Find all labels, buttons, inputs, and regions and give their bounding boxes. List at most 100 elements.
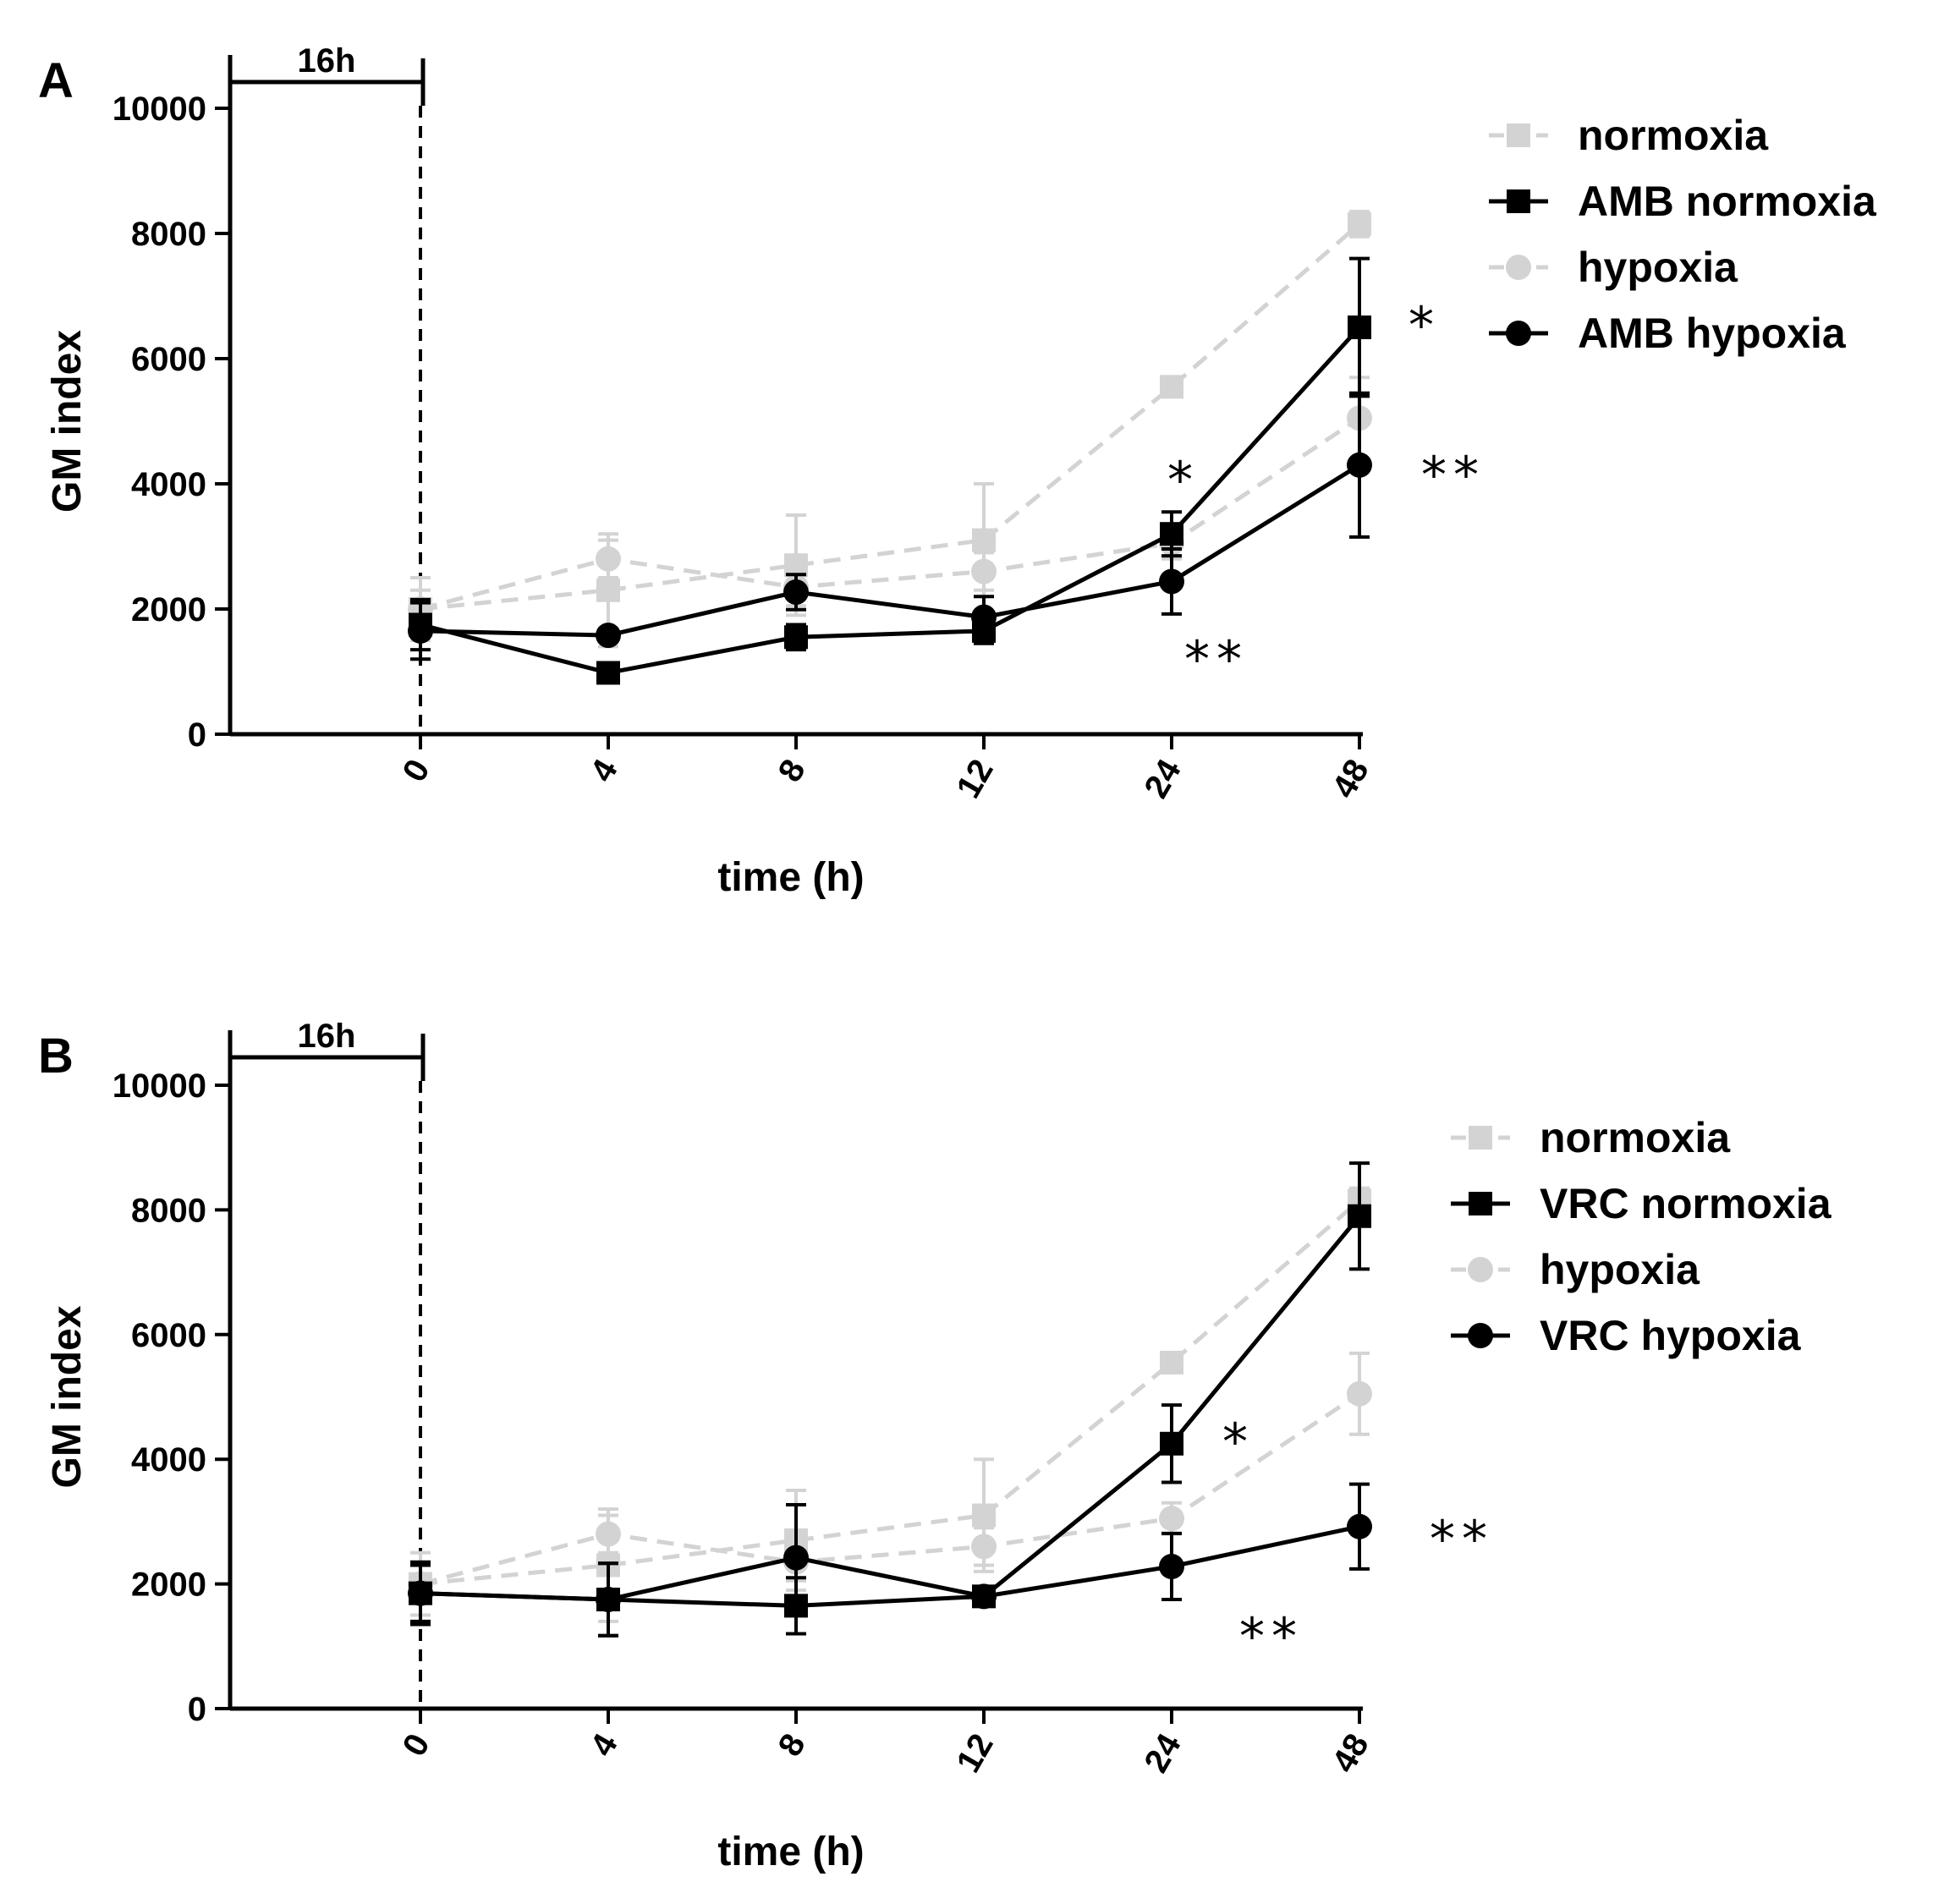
data-point-square: [1348, 316, 1371, 339]
x-tick-label: 4: [584, 1727, 626, 1763]
y-tick-label: 8000: [131, 1192, 206, 1229]
panel-label: B: [38, 1029, 74, 1084]
x-tick-label: 24: [1137, 753, 1189, 804]
series-line: [420, 463, 1361, 638]
legend-label: VRC hypoxia: [1540, 1312, 1802, 1359]
y-axis-title: GM index: [45, 330, 90, 513]
data-point-circle: [971, 604, 997, 630]
significance-marker: **: [1184, 630, 1249, 689]
legend-label: AMB normoxia: [1578, 178, 1877, 225]
significance-marker: **: [1239, 1607, 1304, 1666]
series-amb-normoxia: [409, 256, 1371, 685]
significance-marker: *: [1167, 451, 1200, 510]
series-hypoxia: [408, 1351, 1372, 1605]
data-point-square: [1348, 1204, 1371, 1228]
data-point-circle: [408, 1580, 433, 1606]
data-point-circle: [783, 579, 809, 606]
y-tick-label: 2000: [131, 591, 206, 628]
data-point-circle: [1159, 1553, 1184, 1579]
data-point-circle: [1347, 1513, 1372, 1539]
legend-label: VRC normoxia: [1540, 1180, 1832, 1227]
significance-marker: *: [1409, 296, 1441, 355]
y-tick-label: 4000: [131, 1441, 206, 1479]
x-axis-title: time (h): [717, 1830, 864, 1874]
series-line: [420, 416, 1361, 612]
series-vrc-normoxia: [409, 1161, 1371, 1638]
legend: normoxia AMB normoxia hypoxia AMB hypoxia: [1489, 112, 1877, 357]
data-point-circle: [1159, 568, 1184, 595]
bracket-label: 16h: [298, 42, 356, 80]
y-tick-label: 0: [188, 1691, 206, 1728]
x-tick-label: 0: [396, 754, 437, 788]
x-axis-title: time (h): [717, 855, 864, 900]
legend-marker-circle: [1506, 321, 1531, 346]
data-point-square: [596, 661, 620, 685]
series-hypoxia: [408, 376, 1372, 630]
legend-marker-square: [1507, 189, 1530, 213]
data-point-square: [1160, 522, 1183, 546]
legend-marker-circle: [1506, 255, 1531, 280]
y-tick-label: 10000: [113, 1067, 206, 1105]
significance-marker: **: [1421, 446, 1485, 505]
y-tick-label: 4000: [131, 466, 206, 503]
data-point-circle: [971, 1534, 997, 1560]
y-tick-label: 6000: [131, 1317, 206, 1354]
legend-label: hypoxia: [1540, 1246, 1700, 1293]
data-point-square: [1160, 1350, 1183, 1375]
y-tick-label: 8000: [131, 216, 206, 253]
x-tick-label: 4: [584, 753, 626, 788]
series-line: [420, 1524, 1360, 1602]
series-vrc-hypoxia: [408, 1482, 1372, 1638]
y-tick-label: 2000: [131, 1567, 206, 1604]
x-tick-label: 8: [772, 1728, 813, 1763]
significance-marker: *: [1222, 1413, 1255, 1472]
data-point-circle: [971, 558, 997, 584]
legend-marker-square: [1469, 1126, 1492, 1150]
data-point-circle: [596, 1521, 621, 1547]
y-tick-label: 0: [188, 716, 206, 754]
data-point-circle: [1347, 1380, 1372, 1407]
x-tick-label: 8: [772, 754, 813, 788]
data-point-circle: [596, 546, 621, 572]
data-point-square: [784, 625, 808, 650]
x-tick-label: 0: [396, 1728, 437, 1763]
data-point-circle: [408, 617, 433, 644]
data-point-circle: [596, 1587, 621, 1613]
series-line: [420, 1199, 1361, 1587]
x-tick-label: 48: [1325, 754, 1376, 805]
legend-marker-circle: [1468, 1323, 1493, 1348]
data-point-circle: [971, 1583, 997, 1610]
series-line: [420, 1391, 1361, 1587]
legend-label: normoxia: [1578, 112, 1769, 159]
x-tick-label: 12: [949, 754, 1000, 805]
x-tick-label: 24: [1137, 1727, 1189, 1779]
data-point-square: [972, 528, 996, 552]
legend-marker-circle: [1468, 1257, 1493, 1282]
legend-label: normoxia: [1540, 1114, 1731, 1161]
legend-marker-square: [1469, 1192, 1492, 1215]
x-tick-label: 48: [1325, 1728, 1376, 1780]
data-point-circle: [1159, 1506, 1184, 1532]
data-point-square: [1348, 211, 1371, 236]
legend: normoxia VRC normoxia hypoxia VRC hypoxia: [1451, 1114, 1832, 1359]
data-point-square: [1160, 1431, 1183, 1456]
significance-marker: **: [1430, 1510, 1494, 1569]
y-tick-label: 6000: [131, 341, 206, 378]
data-point-circle: [596, 623, 621, 649]
series-normoxia: [409, 210, 1371, 649]
data-point-square: [972, 1503, 996, 1528]
panel-label: A: [38, 53, 74, 108]
data-point-square: [1160, 375, 1183, 399]
bracket-label: 16h: [298, 1018, 356, 1055]
legend-marker-square: [1507, 123, 1530, 147]
series-line: [420, 222, 1361, 612]
legend-label: hypoxia: [1578, 244, 1738, 291]
y-tick-label: 10000: [113, 91, 206, 128]
legend-label: AMB hypoxia: [1578, 310, 1847, 357]
series-line: [420, 326, 1361, 676]
data-point-circle: [783, 1545, 809, 1571]
y-axis-title: GM index: [45, 1305, 90, 1488]
